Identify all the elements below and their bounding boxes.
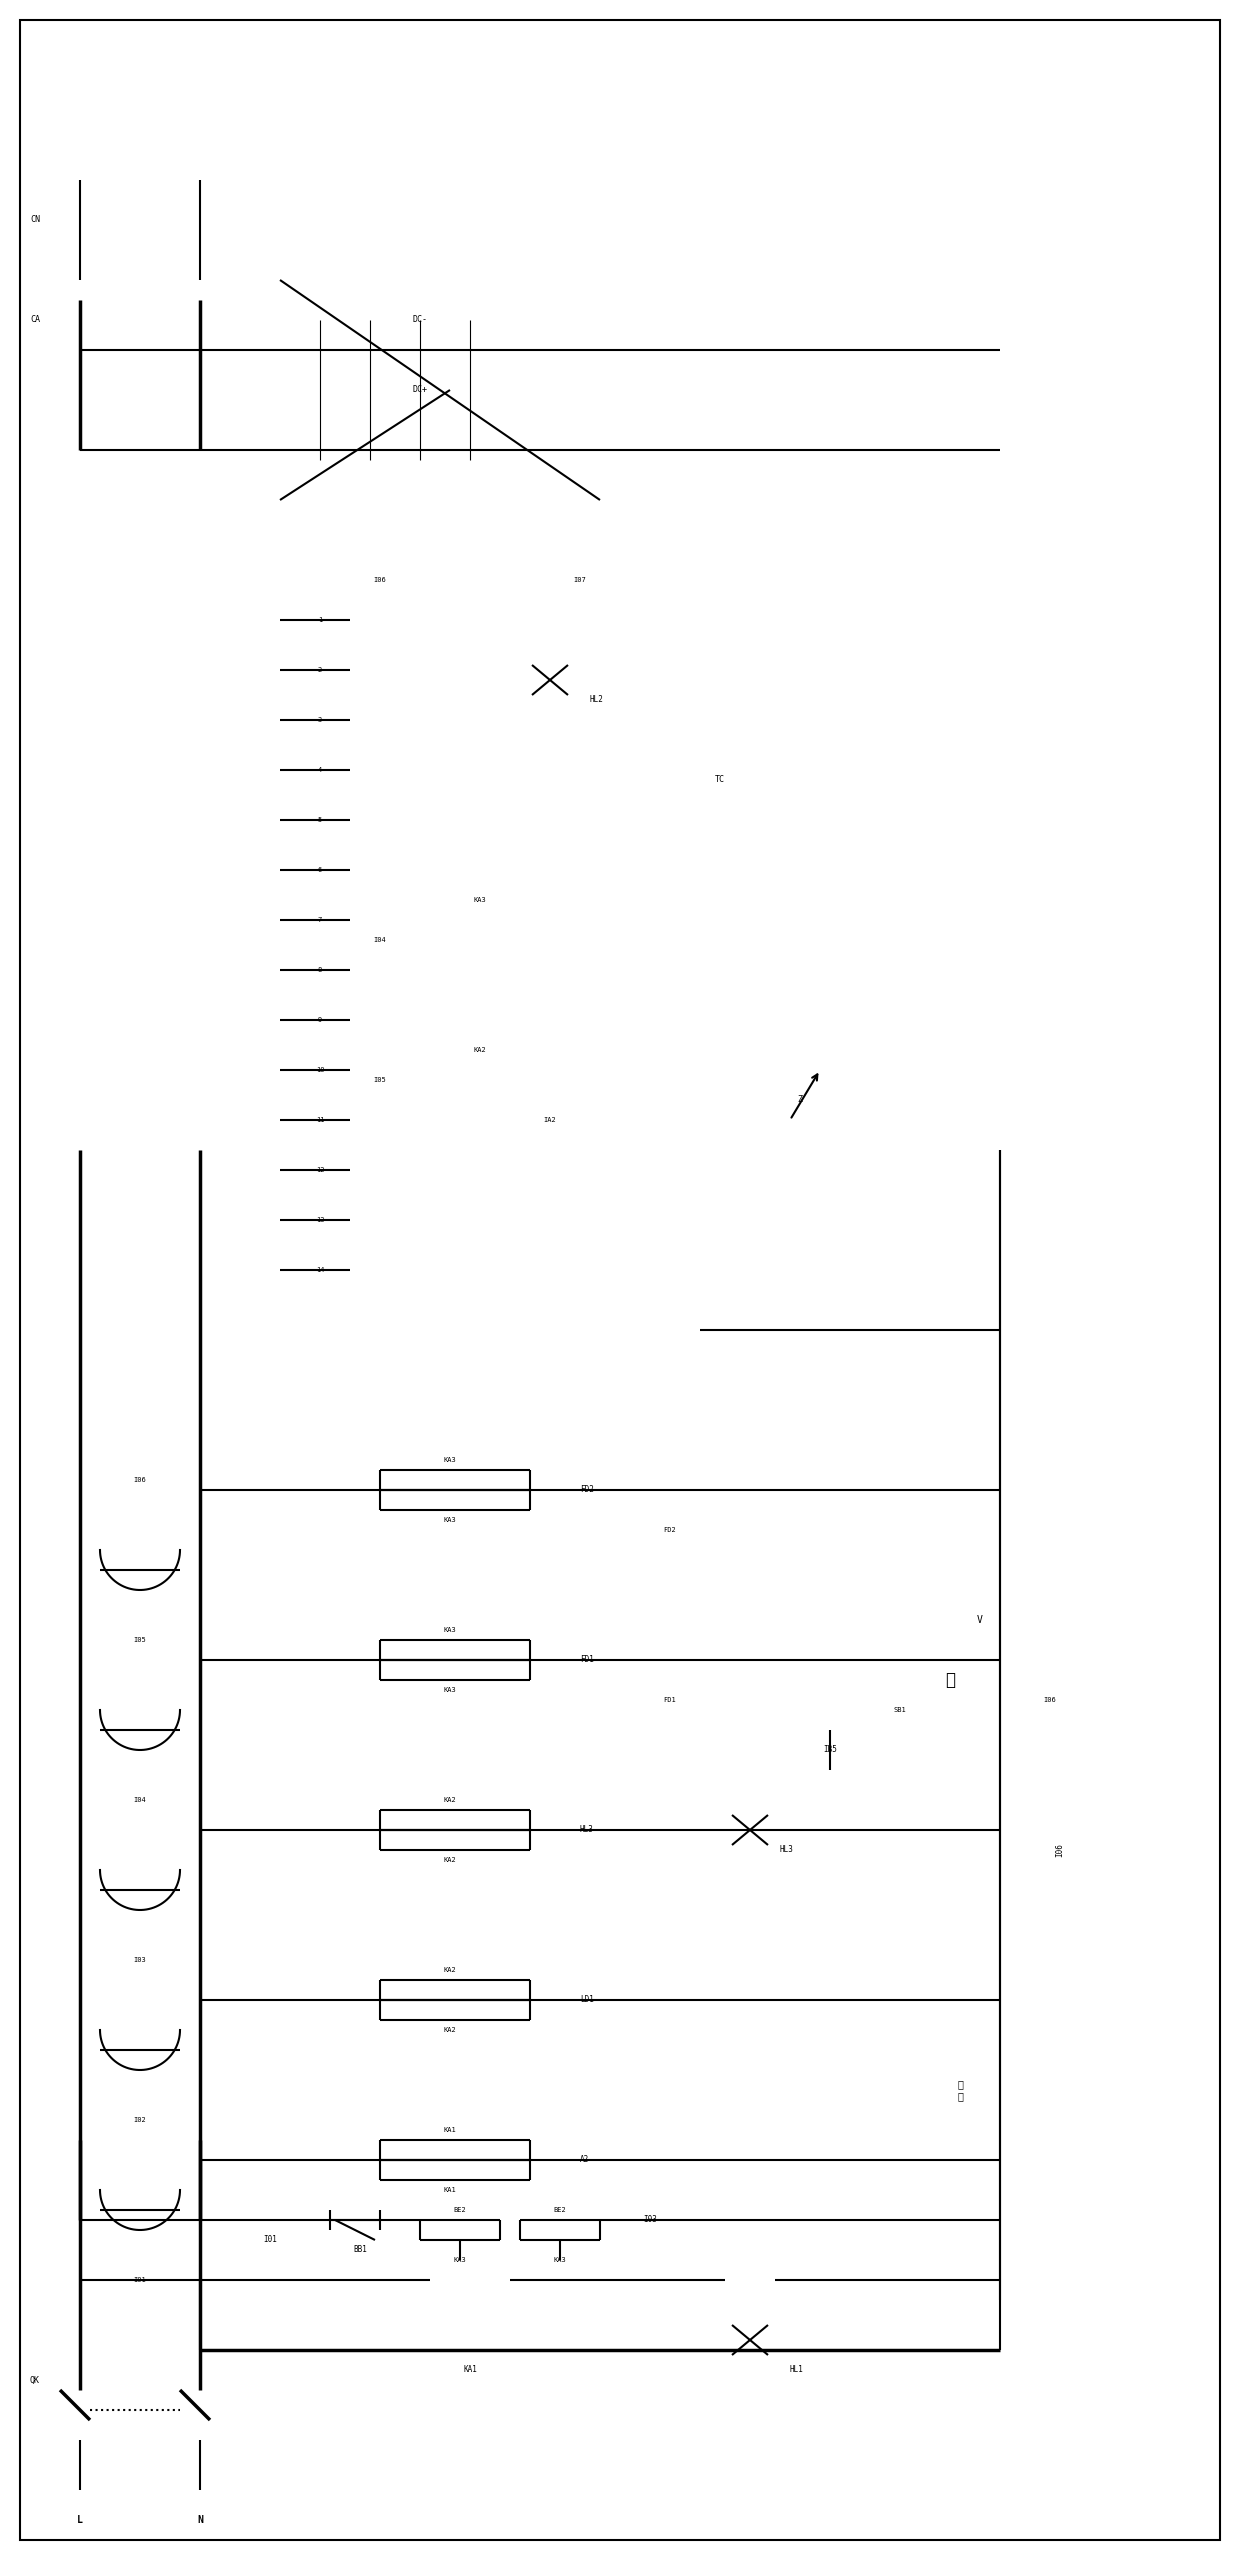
Bar	[849, 2021, 1070, 2159]
Text: KA3: KA3	[444, 1627, 456, 1632]
Text: CN: CN	[30, 215, 40, 225]
Text: FD1: FD1	[663, 1696, 676, 1704]
Text: KA2: KA2	[444, 1798, 456, 1803]
Text: 2: 2	[317, 668, 322, 673]
Text: 1: 1	[317, 616, 322, 624]
Text: 3: 3	[317, 716, 322, 724]
Text: HL1: HL1	[790, 2366, 804, 2374]
Text: 〈: 〈	[945, 1670, 955, 1688]
Text: I06: I06	[1044, 1696, 1056, 1704]
Text: 12: 12	[316, 1166, 324, 1174]
Text: I02: I02	[134, 2118, 146, 2123]
Text: KA3: KA3	[444, 1458, 456, 1463]
Text: 5: 5	[317, 816, 322, 824]
Text: 13: 13	[316, 1218, 324, 1223]
Text: FD2: FD2	[663, 1527, 676, 1532]
Bar	[680, 1650, 740, 1691]
Bar	[440, 859, 520, 890]
Text: KA3: KA3	[444, 1686, 456, 1693]
Text: KA2: KA2	[444, 1967, 456, 1972]
Text: I04: I04	[134, 1798, 146, 1803]
Text: 8: 8	[317, 967, 322, 972]
Text: LD1: LD1	[580, 1995, 594, 2005]
Text: I03: I03	[644, 2215, 657, 2225]
Circle shape	[701, 749, 720, 770]
Text: I06: I06	[134, 1476, 146, 1484]
Text: HL2: HL2	[590, 696, 604, 703]
Text: I05: I05	[373, 1077, 387, 1082]
Text: 9: 9	[317, 1018, 322, 1023]
Text: BE2: BE2	[454, 2208, 466, 2213]
Text: V: V	[977, 1614, 983, 1624]
Text: QK: QK	[30, 2376, 40, 2384]
Circle shape	[694, 1614, 725, 1645]
Text: HL3: HL3	[580, 1826, 594, 1834]
Text: HL3: HL3	[780, 1844, 794, 1855]
Text: 7: 7	[317, 916, 322, 923]
Text: 4: 4	[317, 767, 322, 773]
Text: BB1: BB1	[353, 2246, 367, 2254]
Text: BE2: BE2	[553, 2208, 567, 2213]
Circle shape	[725, 1806, 775, 1855]
Text: KA3: KA3	[553, 2256, 567, 2264]
Text: DC+: DC+	[413, 386, 428, 394]
Bar	[430, 2320, 510, 2351]
Text: N: N	[197, 2515, 203, 2525]
Text: KA2: KA2	[444, 2026, 456, 2034]
Text: SB1: SB1	[894, 1706, 906, 1714]
Text: 14: 14	[316, 1266, 324, 1274]
Text: 10: 10	[316, 1067, 324, 1072]
Bar	[280, 601, 780, 1299]
Text: A2: A2	[580, 2156, 589, 2164]
Text: KA1: KA1	[444, 2187, 456, 2192]
Text: KA1: KA1	[444, 2128, 456, 2133]
Text: CA: CA	[30, 315, 40, 325]
Text: KA3: KA3	[474, 898, 486, 903]
Text: KA1: KA1	[463, 2366, 477, 2374]
Text: I05: I05	[134, 1637, 146, 1642]
Text: FD2: FD2	[580, 1486, 594, 1494]
Circle shape	[525, 655, 575, 706]
Text: I01: I01	[134, 2277, 146, 2282]
Circle shape	[694, 1445, 725, 1476]
Text: KA3: KA3	[454, 2256, 466, 2264]
Text: KA3: KA3	[444, 1517, 456, 1522]
Text: FD1: FD1	[580, 1655, 594, 1665]
Text: L: L	[77, 2515, 83, 2525]
Text: 11: 11	[316, 1118, 324, 1123]
Text: Z: Z	[797, 1095, 802, 1105]
Text: TC: TC	[715, 775, 725, 785]
Text: I03: I03	[134, 1957, 146, 1962]
Circle shape	[725, 2315, 775, 2366]
Bar	[440, 1010, 520, 1041]
Text: I06: I06	[373, 578, 387, 583]
Circle shape	[750, 749, 770, 770]
Circle shape	[900, 1571, 1060, 1729]
Text: 6: 6	[317, 867, 322, 872]
Text: I04: I04	[373, 936, 387, 944]
Bar	[680, 1481, 740, 1519]
Text: I06: I06	[1055, 1844, 1064, 1857]
Text: I01: I01	[263, 2236, 277, 2243]
Bar	[680, 701, 780, 849]
Bar	[250, 279, 600, 499]
Text: KA2: KA2	[474, 1046, 486, 1054]
Text: IA2: IA2	[543, 1118, 557, 1123]
Text: 变
频: 变 频	[957, 2080, 963, 2100]
Text: I07: I07	[574, 578, 587, 583]
Text: DC-: DC-	[413, 315, 428, 325]
Text: KA2: KA2	[444, 1857, 456, 1862]
Circle shape	[725, 749, 745, 770]
Text: IB5: IB5	[823, 1745, 837, 1755]
